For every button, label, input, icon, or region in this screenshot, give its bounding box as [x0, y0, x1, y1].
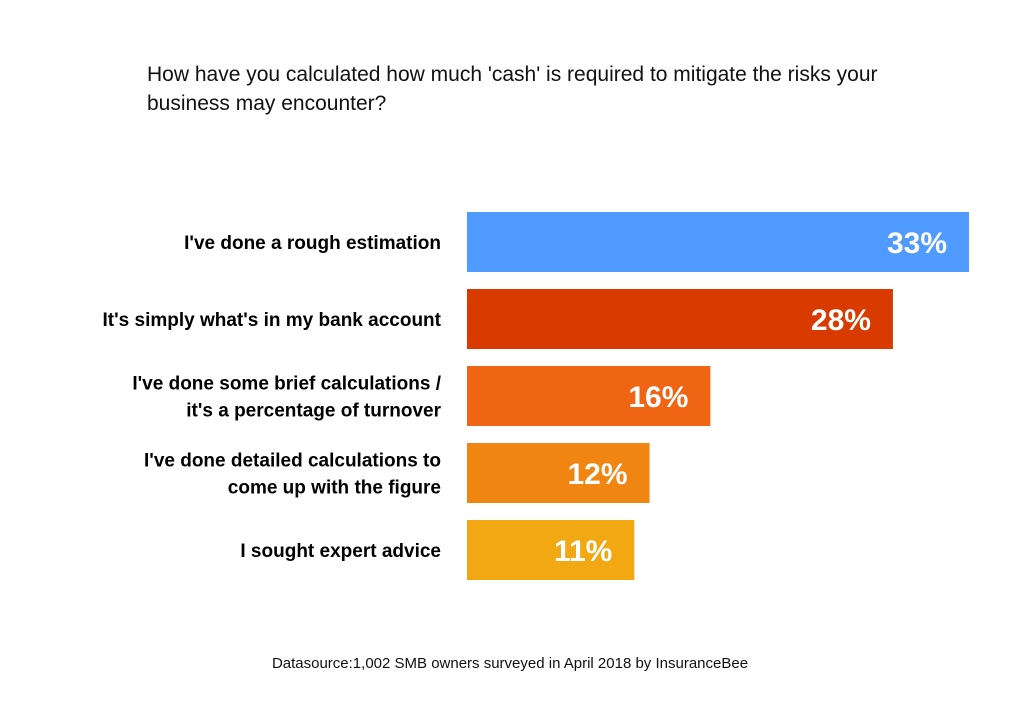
category-label-1: I've done a rough estimation [184, 233, 441, 254]
value-label-3: 16% [628, 381, 688, 414]
bar-1 [467, 212, 969, 272]
data-source-note: Datasource:1,002 SMB owners surveyed in … [271, 655, 749, 672]
value-label-2: 28% [811, 304, 871, 337]
category-label-5: I sought expert advice [240, 541, 441, 562]
category-label-2: It's simply what's in my bank account [103, 310, 442, 331]
category-label-line: it's a percentage of turnover [186, 401, 441, 422]
category-label-line: It's simply what's in my bank account [103, 310, 442, 331]
bar-4 [467, 443, 650, 503]
category-label-line: I sought expert advice [240, 541, 441, 562]
value-label-5: 11% [554, 535, 612, 568]
category-label-line: I've done some brief calculations / [132, 374, 441, 395]
bar-5 [467, 520, 635, 580]
value-label-1: 33% [887, 227, 947, 260]
category-label-line: I've done a rough estimation [184, 233, 441, 254]
bar-2 [467, 289, 893, 349]
chart-title: How have you calculated how much 'cash' … [147, 63, 878, 115]
value-label-4: 12% [567, 458, 627, 491]
category-label-3: I've done some brief calculations / it's … [132, 374, 441, 422]
bar-3 [467, 366, 711, 426]
category-label-4: I've done detailed calculations to come u… [144, 451, 441, 499]
category-label-line: come up with the figure [228, 478, 441, 499]
category-label-line: I've done detailed calculations to [144, 451, 441, 472]
